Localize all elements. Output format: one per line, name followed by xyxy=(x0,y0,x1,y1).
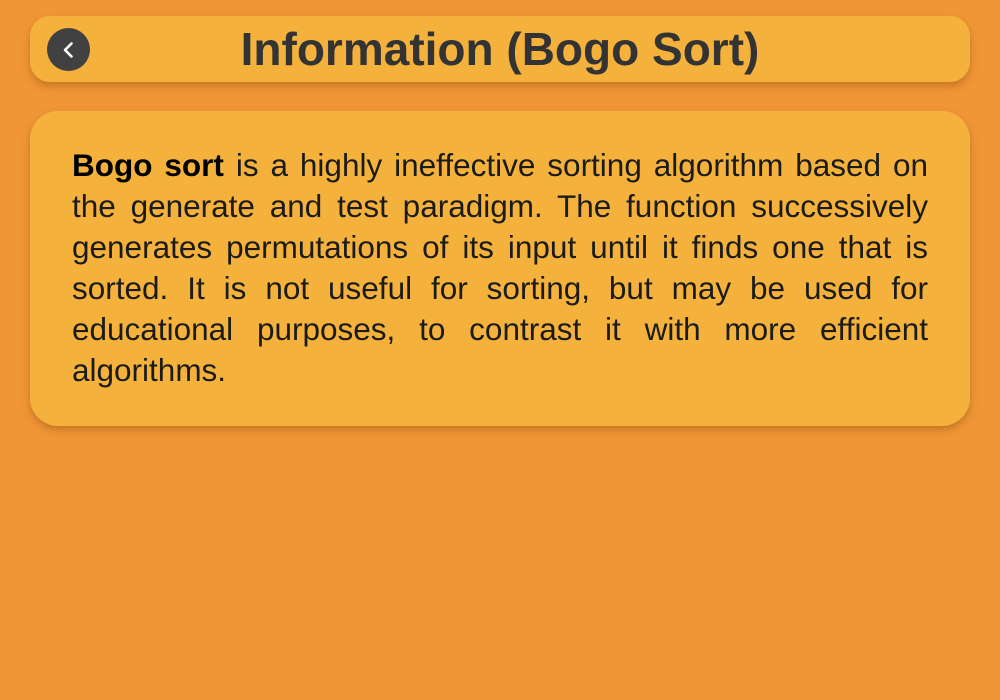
info-card: Bogo sort is a highly ineffective sortin… xyxy=(30,111,970,426)
chevron-left-icon xyxy=(63,41,73,58)
info-paragraph: Bogo sort is a highly ineffective sortin… xyxy=(72,145,928,391)
page-title: Information (Bogo Sort) xyxy=(240,23,760,75)
header-bar: Information (Bogo Sort) xyxy=(30,16,970,82)
back-button[interactable] xyxy=(47,28,90,71)
info-description: is a highly ineffective sorting algorith… xyxy=(72,147,929,388)
info-term: Bogo sort xyxy=(72,147,224,183)
